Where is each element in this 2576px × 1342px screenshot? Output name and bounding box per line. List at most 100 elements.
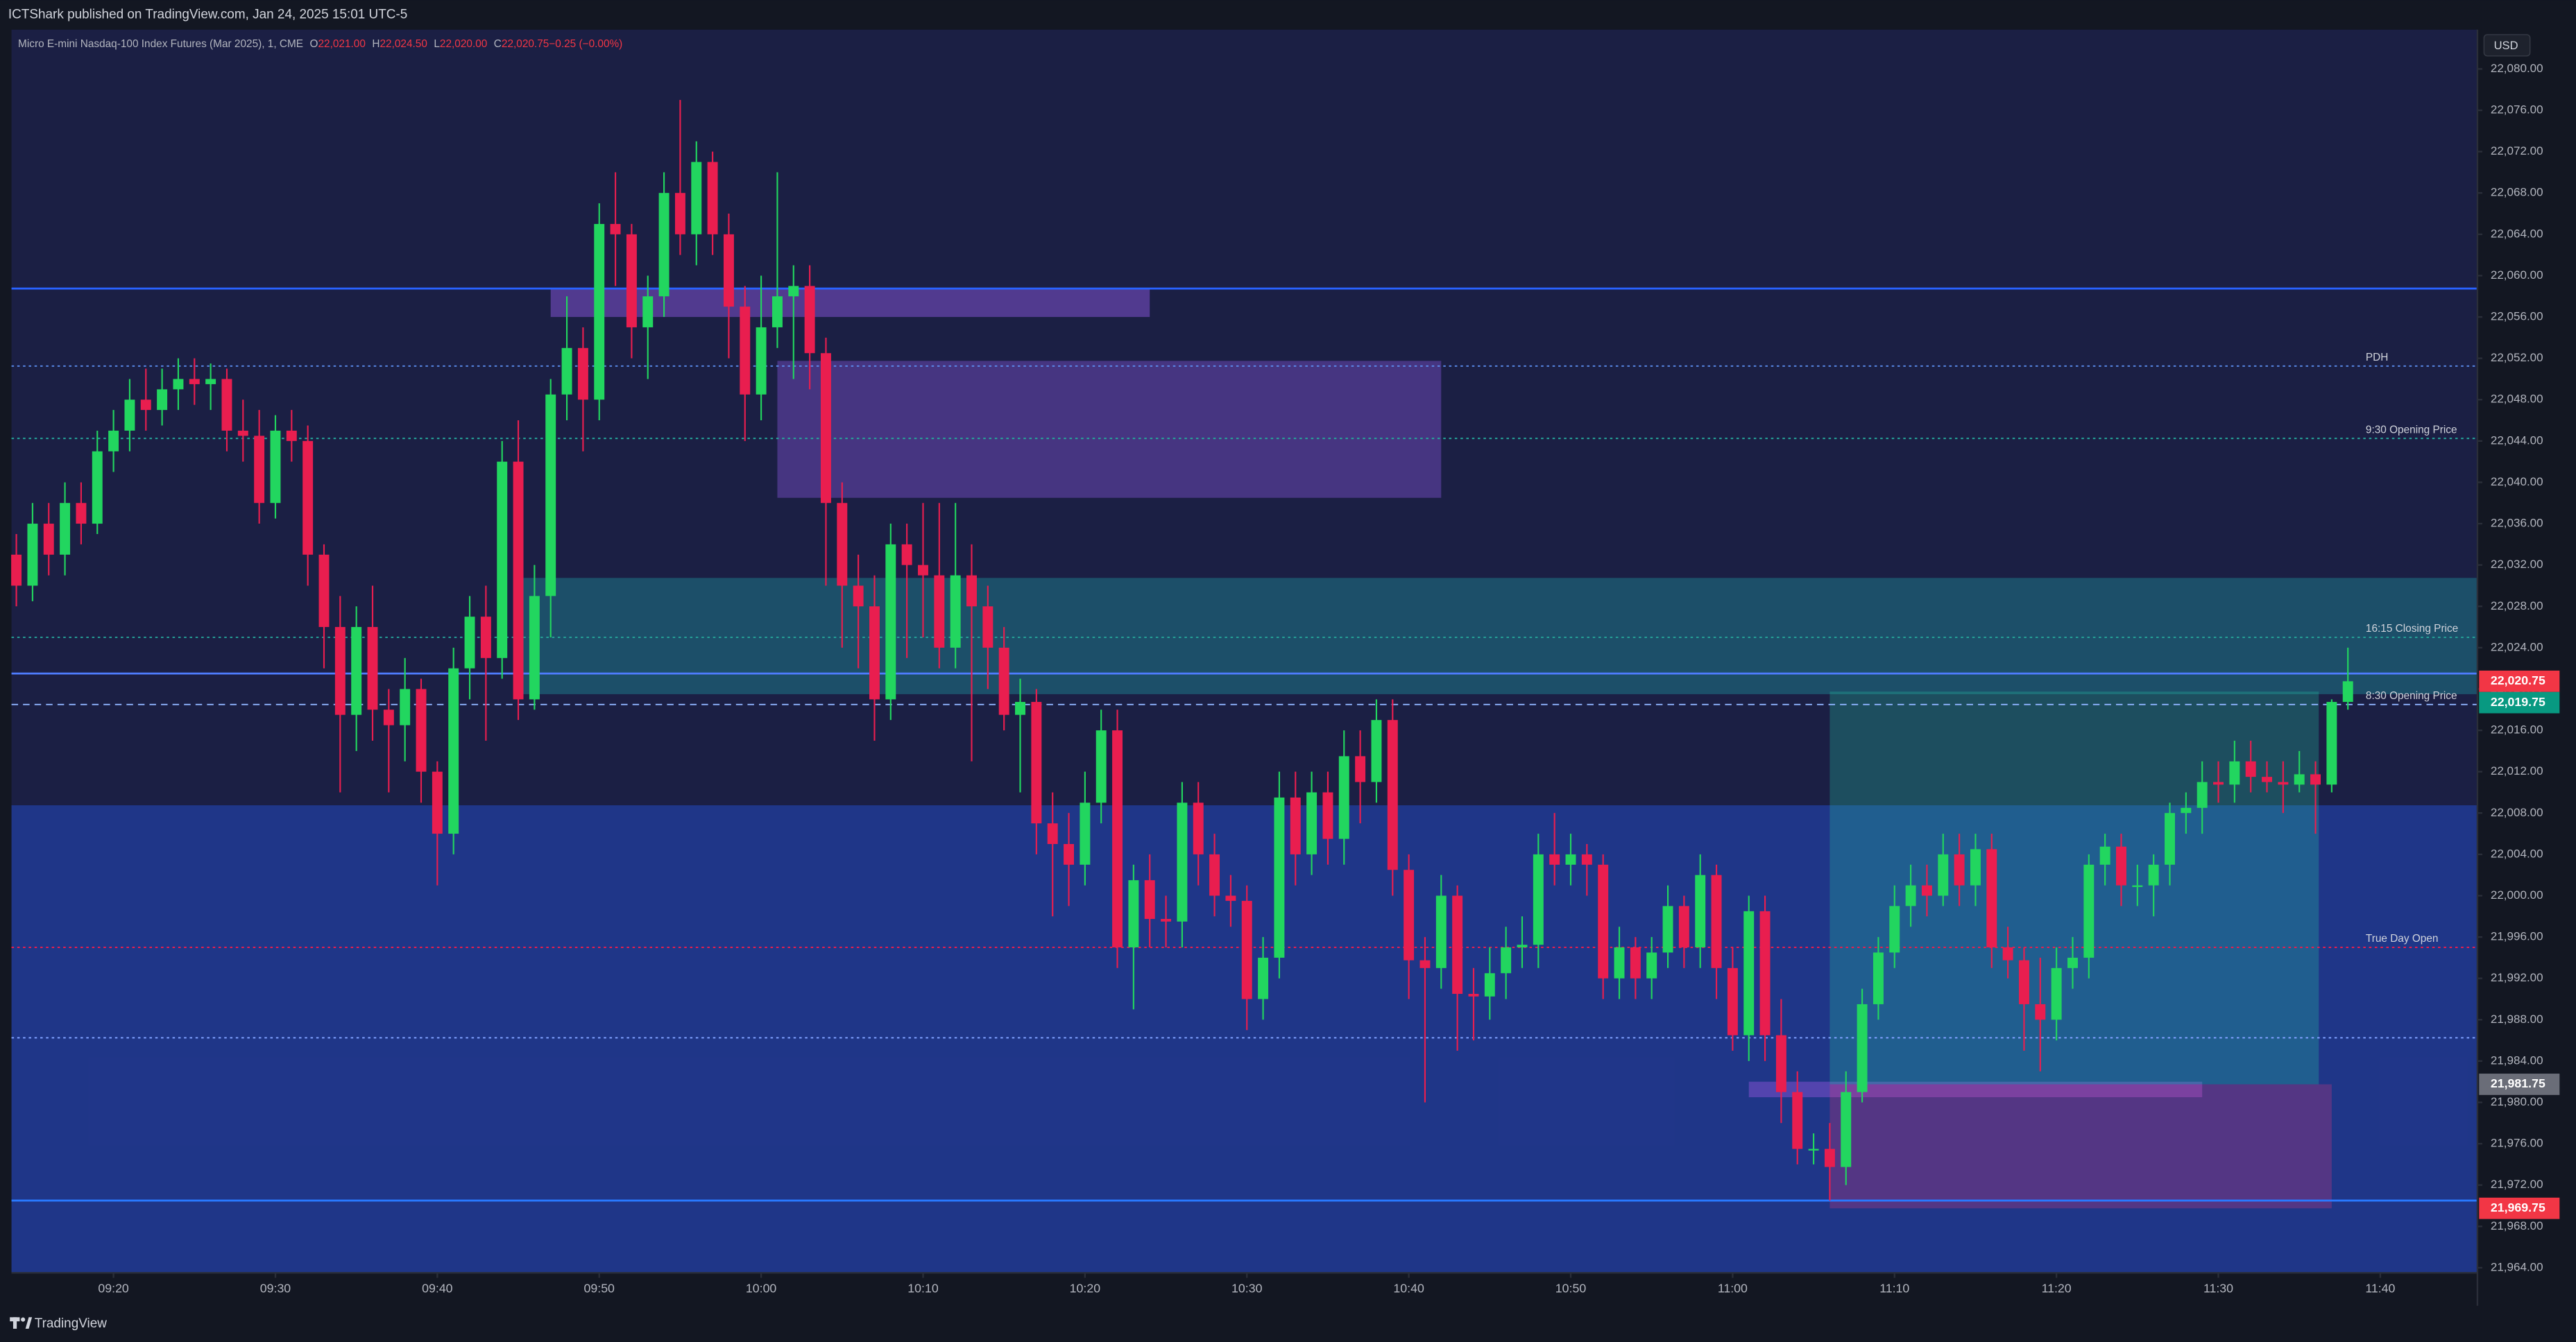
y-tick-label: 22,012.00 — [2491, 764, 2543, 777]
candle-body — [1031, 702, 1042, 824]
level-label: True Day Open — [2366, 933, 2439, 945]
candle-body — [270, 430, 281, 504]
candle-body — [561, 347, 572, 395]
candle-body — [1322, 792, 1333, 839]
candle-body — [1614, 947, 1625, 979]
candle-body — [837, 503, 848, 586]
y-tick-label: 22,008.00 — [2491, 806, 2543, 819]
candle-body — [1419, 960, 1431, 968]
candle-body — [1064, 843, 1075, 865]
candle-body — [400, 689, 411, 725]
candle-body — [1128, 880, 1139, 947]
y-tick-label: 22,048.00 — [2491, 393, 2543, 406]
legend-key: C — [494, 38, 502, 50]
zone — [550, 289, 1150, 318]
candle-body — [1759, 911, 1771, 1035]
y-tick-label: 21,968.00 — [2491, 1219, 2543, 1232]
candle-body — [626, 234, 637, 327]
y-tick-label: 22,004.00 — [2491, 847, 2543, 860]
candle-body — [723, 234, 734, 307]
symbol-legend: Micro E-mini Nasdaq-100 Index Futures (M… — [18, 38, 622, 50]
plot-area — [11, 29, 2477, 1273]
candle-body — [367, 627, 378, 710]
candle-body — [691, 162, 702, 234]
price-tag — [2479, 670, 2560, 692]
candle-body — [529, 596, 540, 700]
candle-body — [707, 162, 718, 234]
candle-body — [1338, 756, 1349, 839]
x-tick-label: 09:20 — [98, 1282, 129, 1296]
candle-body — [480, 617, 491, 658]
candle-body — [934, 575, 945, 648]
candle-body — [497, 461, 508, 658]
candle-body — [2067, 957, 2078, 968]
y-tick-label: 22,000.00 — [2491, 888, 2543, 902]
level-label: 8:30 Opening Price — [2366, 690, 2457, 702]
zone — [777, 361, 1442, 498]
candle-body — [464, 617, 475, 669]
candle-body — [1161, 919, 1172, 922]
candle-body — [205, 379, 216, 384]
y-tick-label: 22,036.00 — [2491, 517, 2543, 530]
candle-body — [302, 440, 314, 555]
candle-body — [43, 524, 54, 555]
price-tag-label: 22,019.75 — [2491, 695, 2545, 709]
candle-body — [853, 585, 864, 607]
candle-body — [221, 379, 232, 431]
candle-body — [1743, 911, 1755, 1035]
candle-body — [1695, 875, 1706, 947]
x-tick-label: 10:00 — [746, 1282, 777, 1296]
level-label: 9:30 Opening Price — [2366, 424, 2457, 436]
y-tick-label: 22,044.00 — [2491, 433, 2543, 447]
candle-body — [351, 627, 362, 715]
y-tick-label: 22,080.00 — [2491, 62, 2543, 75]
candle-body — [820, 353, 831, 504]
y-tick-label: 21,964.00 — [2491, 1260, 2543, 1273]
candle-body — [788, 286, 799, 297]
candle-body — [1873, 952, 1884, 1004]
candle-body — [1371, 720, 1382, 782]
y-tick-label: 21,996.00 — [2491, 930, 2543, 943]
candle-body — [1047, 823, 1058, 844]
candle-body — [1095, 730, 1107, 803]
candle-body — [1435, 895, 1447, 968]
x-tick-label: 10:30 — [1231, 1282, 1263, 1296]
candle-body — [756, 327, 767, 395]
x-tick-label: 10:50 — [1555, 1282, 1587, 1296]
candle-body — [2035, 1004, 2046, 1020]
candle-body — [1954, 854, 1965, 886]
candle-body — [545, 394, 556, 596]
candle-body — [1824, 1149, 1835, 1167]
candle-body — [27, 524, 38, 586]
candle-body — [1775, 1035, 1786, 1092]
x-tick-label: 10:20 — [1070, 1282, 1101, 1296]
currency: USD — [2494, 39, 2518, 52]
legend-value: 22,024.50 — [379, 38, 427, 50]
candle-body — [1452, 895, 1463, 995]
currency-box[interactable] — [2483, 34, 2531, 57]
candle-body — [383, 709, 394, 725]
y-tick-label: 21,988.00 — [2491, 1013, 2543, 1026]
brand: TradingView — [35, 1316, 108, 1331]
candle-body — [642, 296, 654, 327]
candle-body — [1598, 864, 1609, 979]
candle-body — [2099, 846, 2110, 865]
candle-body — [157, 389, 168, 411]
legend-key: O — [310, 38, 318, 50]
candle-body — [140, 399, 151, 411]
x-tick-label: 09:40 — [422, 1282, 453, 1296]
symbol: Micro E-mini Nasdaq-100 Index Futures (M… — [18, 38, 303, 50]
candle-body — [1711, 875, 1722, 968]
candle-body — [286, 430, 297, 441]
y-tick-label: 22,032.00 — [2491, 558, 2543, 571]
candle-body — [1841, 1092, 1852, 1167]
candle-body — [918, 565, 928, 576]
legend-key: L — [434, 38, 440, 50]
candle-body — [2213, 782, 2224, 785]
x-tick-label: 11:10 — [1879, 1282, 1909, 1296]
candle-body — [1581, 854, 1592, 865]
logo-part — [12, 1317, 17, 1329]
axes: 22,080.00 22,076.00 22,072.00 22,068.00 22,0… — [11, 29, 2560, 1306]
candle-body — [2197, 782, 2208, 808]
